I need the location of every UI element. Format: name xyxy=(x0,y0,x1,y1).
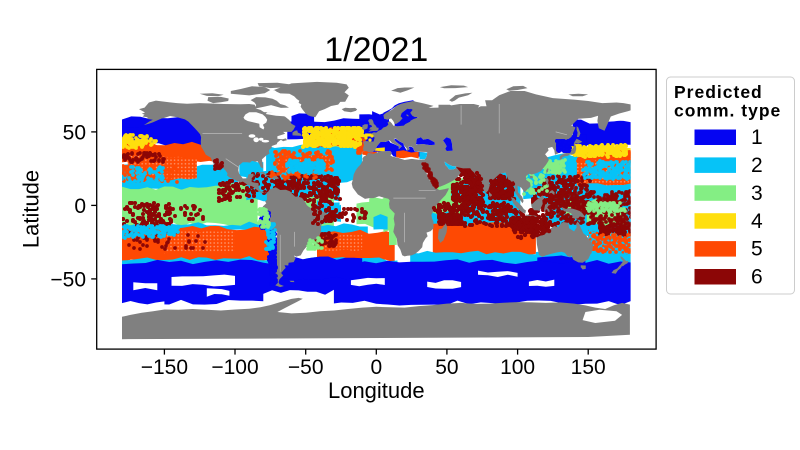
svg-text:1/2021: 1/2021 xyxy=(324,31,428,69)
svg-text:Predicted: Predicted xyxy=(674,82,763,102)
svg-text:Longitude: Longitude xyxy=(328,378,425,403)
svg-text:6: 6 xyxy=(751,266,763,289)
svg-text:Latitude: Latitude xyxy=(19,170,44,248)
svg-text:2: 2 xyxy=(751,154,763,177)
svg-text:−150: −150 xyxy=(141,356,188,379)
svg-text:50: 50 xyxy=(63,121,86,144)
svg-text:150: 150 xyxy=(571,356,606,379)
svg-text:0: 0 xyxy=(74,195,86,218)
svg-text:comm. type: comm. type xyxy=(674,101,781,121)
svg-text:4: 4 xyxy=(751,210,763,233)
svg-text:1: 1 xyxy=(751,126,763,149)
svg-text:100: 100 xyxy=(500,356,535,379)
svg-text:−100: −100 xyxy=(211,356,258,379)
svg-text:50: 50 xyxy=(435,356,458,379)
svg-text:−50: −50 xyxy=(50,268,86,291)
svg-text:0: 0 xyxy=(370,356,382,379)
svg-text:3: 3 xyxy=(751,182,763,205)
svg-text:5: 5 xyxy=(751,238,763,261)
svg-text:−50: −50 xyxy=(288,356,324,379)
